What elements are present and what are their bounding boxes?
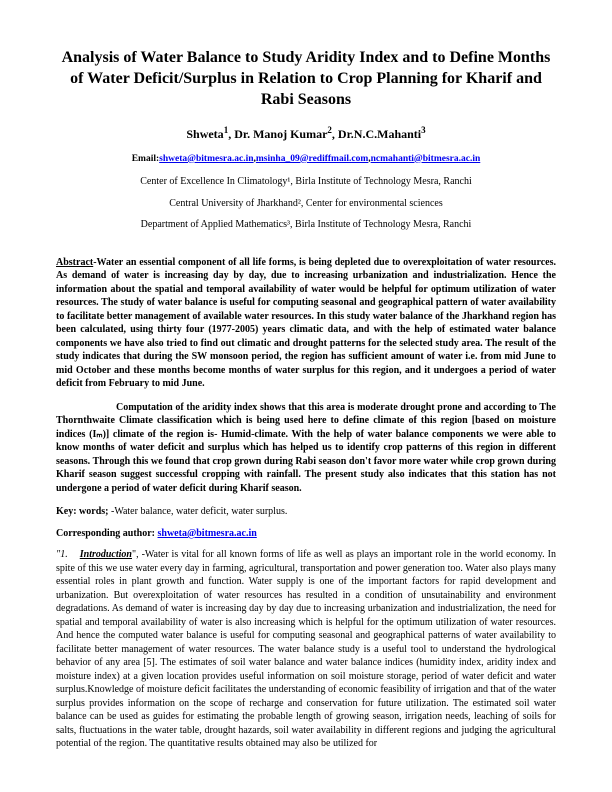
paper-title: Analysis of Water Balance to Study Aridi… [56, 48, 556, 110]
corresp-email-link[interactable]: shweta@bitmesra.ac.in [158, 528, 257, 539]
email-link-1[interactable]: shweta@bitmesra.ac.in [159, 154, 253, 164]
section-number: "1. [56, 549, 68, 560]
corresp-label: Corresponding author: [56, 528, 158, 539]
abstract-label: Abstract [56, 257, 93, 268]
email-label: Email: [132, 154, 159, 164]
keywords-text: -Water balance, water deficit, water sur… [109, 506, 288, 517]
abstract-text-1: -Water an essential component of all lif… [56, 257, 556, 390]
section-title: Introduction [80, 549, 132, 560]
email-link-2[interactable]: msinha_09@rediffmail.com [256, 154, 368, 164]
corresponding-author: Corresponding author: shweta@bitmesra.ac… [56, 527, 556, 541]
abstract-paragraph-1: Abstract-Water an essential component of… [56, 256, 556, 391]
email-link-3[interactable]: ncmahanti@bitmesra.ac.in [371, 154, 481, 164]
keywords-line: Key: words; -Water balance, water defici… [56, 505, 556, 519]
authors-line: Shweta1, Dr. Manoj Kumar2, Dr.N.C.Mahant… [56, 124, 556, 142]
abstract-paragraph-2: Computation of the aridity index shows t… [56, 401, 556, 496]
intro-body: ", -Water is vital for all known forms o… [56, 549, 556, 749]
email-line: Email:shweta@bitmesra.ac.in,msinha_09@re… [56, 153, 556, 166]
affiliation-1: Center of Excellence In Climatology¹, Bi… [56, 175, 556, 189]
keywords-label: Key: words; [56, 506, 109, 517]
affiliation-3: Department of Applied Mathematics³, Birl… [56, 218, 556, 232]
affiliations: Center of Excellence In Climatology¹, Bi… [56, 175, 556, 232]
introduction-paragraph: "1. Introduction", -Water is vital for a… [56, 548, 556, 751]
affiliation-2: Central University of Jharkhand², Center… [56, 197, 556, 211]
